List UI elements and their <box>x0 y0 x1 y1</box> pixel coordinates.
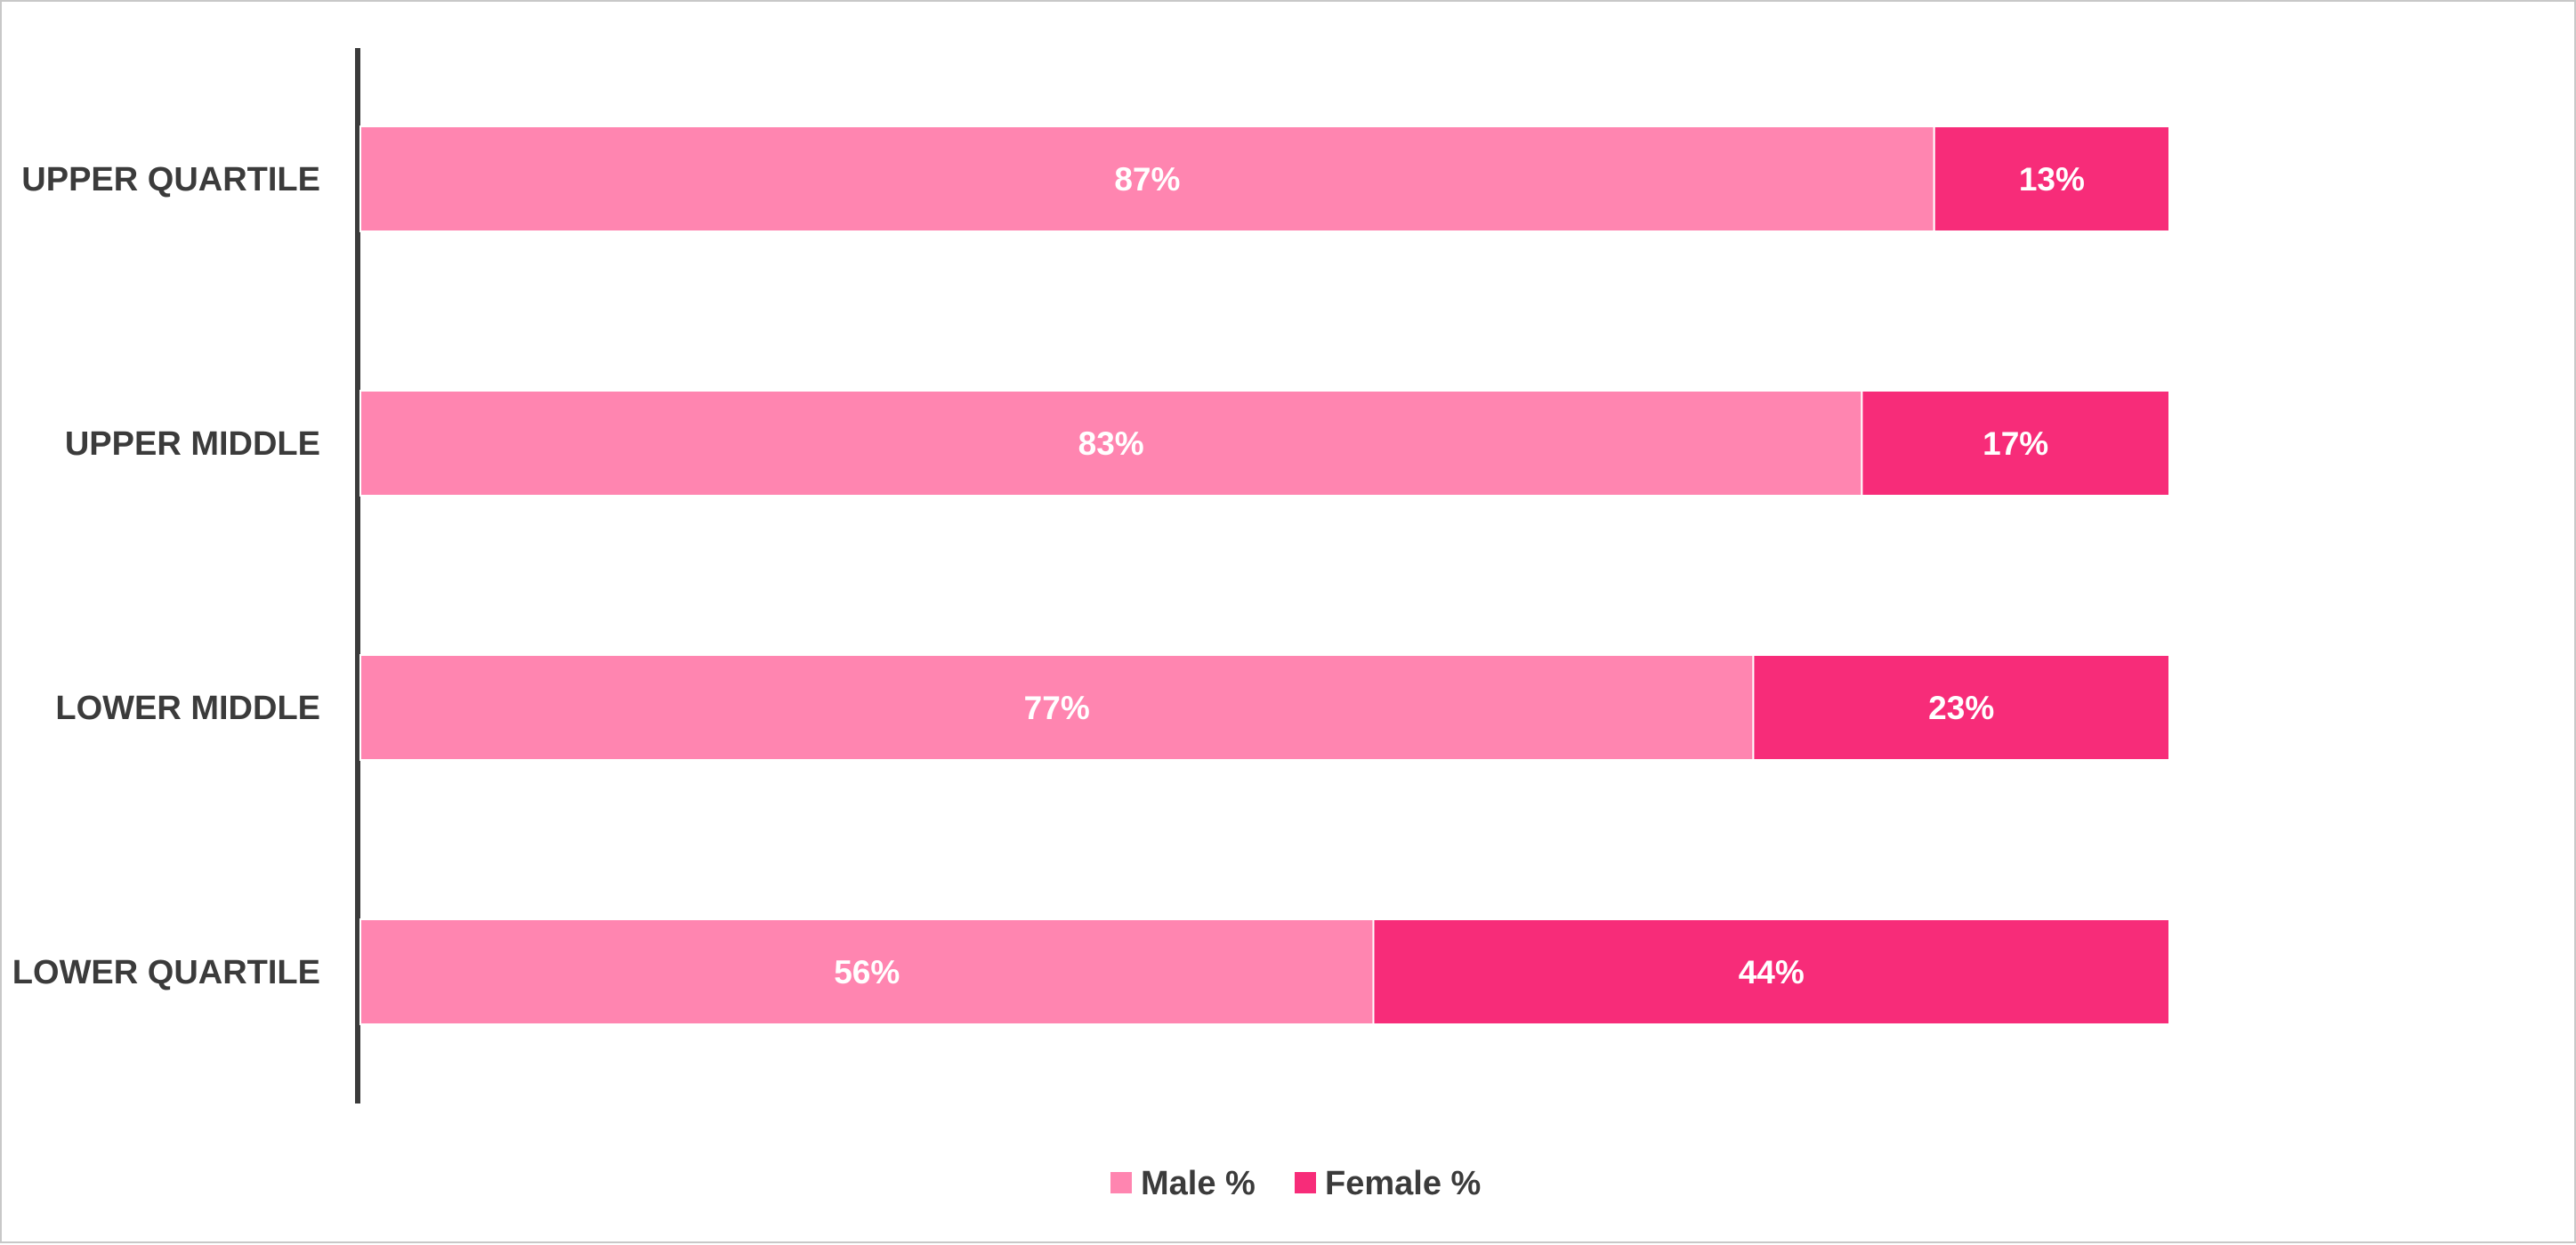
legend-swatch <box>1295 1172 1316 1193</box>
bar-segment <box>1372 918 2170 1025</box>
data-label: 44% <box>1739 954 1805 990</box>
bar-segment <box>1861 390 2170 497</box>
bar-segment <box>1933 125 2170 232</box>
category-label: LOWER MIDDLE <box>55 690 320 727</box>
data-labels: 87% 13% 83% 17% 77% 23% 56% 44% <box>834 161 2085 990</box>
bar-segment <box>1752 654 2171 761</box>
data-label: 77% <box>1024 690 1090 726</box>
category-label: UPPER QUARTILE <box>21 161 320 198</box>
data-label: 83% <box>1078 425 1144 462</box>
category-label: UPPER MIDDLE <box>65 425 320 463</box>
data-label: 87% <box>1114 161 1180 198</box>
category-labels: UPPER QUARTILE UPPER MIDDLE LOWER MIDDLE LO… <box>12 161 320 991</box>
data-label: 13% <box>2019 161 2085 198</box>
legend-label: Female % <box>1325 1165 1481 1202</box>
data-label: 56% <box>834 954 900 990</box>
category-label: LOWER QUARTILE <box>12 954 320 991</box>
bar-segment <box>359 390 1863 497</box>
legend-swatch <box>1110 1172 1132 1193</box>
bar-series <box>359 125 2171 1025</box>
legend: Male % Female % <box>1110 1165 1481 1202</box>
bar-segment <box>359 125 1935 232</box>
data-label: 23% <box>1928 690 1994 726</box>
data-label: 17% <box>1982 425 2048 462</box>
legend-label: Male % <box>1141 1165 1256 1202</box>
